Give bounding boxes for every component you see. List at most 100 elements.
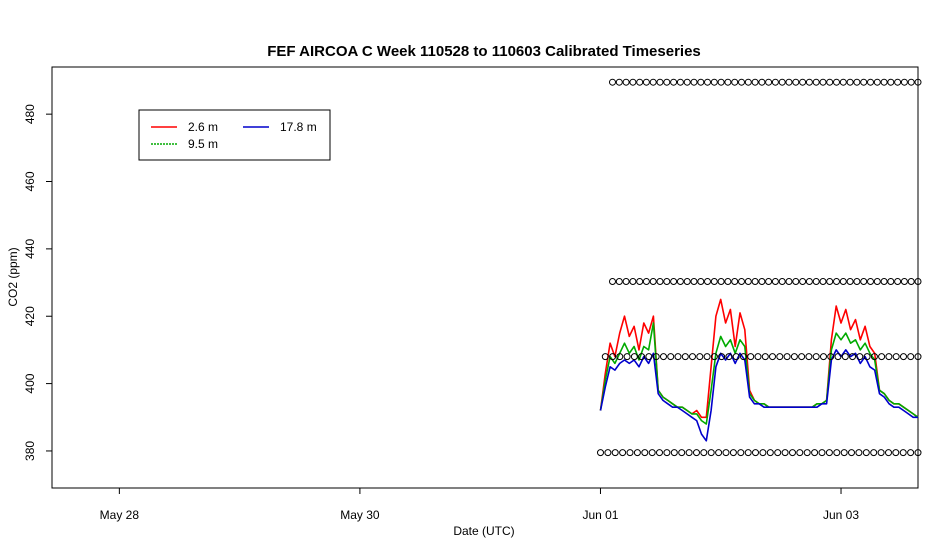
marker-point: [724, 78, 732, 86]
series-line-0: [599, 298, 919, 419]
marker-point: [696, 353, 704, 361]
marker-point: [649, 278, 657, 285]
marker-point: [751, 278, 759, 285]
marker-point: [656, 78, 664, 86]
marker-point: [880, 278, 888, 285]
marker-point: [853, 278, 861, 285]
legend-label-0: 2.6 m: [188, 120, 218, 134]
marker-point: [862, 449, 870, 457]
marker-point: [663, 449, 671, 457]
marker-point: [685, 449, 693, 457]
marker-point: [645, 353, 653, 361]
marker-point: [704, 78, 711, 86]
marker-point: [785, 78, 793, 86]
marker-point: [725, 353, 733, 361]
marker-point: [601, 353, 609, 361]
marker-point: [887, 78, 895, 86]
marker-point: [700, 449, 708, 457]
marker-point: [744, 449, 752, 457]
marker-point: [878, 353, 886, 361]
marker-point: [798, 353, 806, 361]
marker-point: [776, 353, 784, 361]
marker-point: [846, 78, 854, 86]
marker-point: [877, 449, 885, 457]
marker-point: [622, 78, 630, 86]
marker-point: [747, 353, 755, 361]
marker-point: [771, 278, 779, 285]
marker-point: [873, 78, 881, 86]
marker-point: [670, 449, 678, 457]
x-tick-label-2: Jun 01: [582, 508, 618, 522]
marker-point: [729, 449, 737, 457]
marker-point: [825, 449, 833, 457]
marker-point: [799, 78, 807, 86]
marker-point: [892, 449, 900, 457]
marker-point: [642, 278, 650, 285]
marker-point: [609, 78, 616, 86]
marker-point: [863, 353, 871, 361]
marker-point: [629, 278, 637, 285]
marker-point: [724, 278, 732, 285]
marker-point: [641, 449, 649, 457]
marker-point: [860, 78, 868, 86]
marker-point: [670, 78, 678, 86]
marker-point: [867, 78, 874, 86]
x-tick-label-3: Jun 03: [823, 508, 859, 522]
marker-point: [689, 353, 696, 361]
marker-point: [609, 278, 616, 285]
marker-point: [812, 353, 820, 361]
y-tick-label-2: 420: [23, 306, 37, 326]
legend-box: [138, 109, 331, 161]
x-axis: May 28 May 30 Jun 01 Jun 03: [100, 488, 859, 522]
marker-point: [656, 278, 664, 285]
marker-point: [820, 353, 827, 361]
marker-point: [778, 78, 786, 86]
marker-point: [894, 78, 902, 86]
marker-point: [781, 449, 789, 457]
marker-point: [626, 449, 634, 457]
x-axis-label: Date (UTC): [453, 524, 514, 538]
marker-point: [754, 353, 762, 361]
marker-point: [848, 449, 855, 457]
marker-point: [751, 78, 759, 86]
marker-point: [769, 353, 776, 361]
marker-point: [758, 278, 766, 285]
marker-point: [853, 78, 861, 86]
marker-point: [622, 278, 630, 285]
marker-point: [870, 449, 878, 457]
marker-point: [846, 278, 854, 285]
marker-point: [638, 353, 646, 361]
marker-point: [740, 353, 747, 361]
marker-point: [785, 278, 793, 285]
marker-point: [818, 449, 826, 457]
marker-point: [683, 278, 691, 285]
marker-point: [697, 78, 705, 86]
marker-point: [732, 353, 740, 361]
marker-point: [630, 353, 638, 361]
marker-point: [731, 78, 739, 86]
y-tick-label-1: 400: [23, 373, 37, 393]
marker-point: [710, 78, 718, 86]
marker-point: [839, 278, 847, 285]
marker-point: [663, 278, 671, 285]
marker-point: [681, 353, 689, 361]
marker-point: [907, 449, 915, 457]
x-tick-label-1: May 30: [340, 508, 380, 522]
y-axis-label: CO2 (ppm): [6, 247, 20, 306]
y-tick-label-4: 460: [23, 171, 37, 191]
marker-point: [604, 449, 612, 457]
marker-point: [885, 449, 892, 457]
marker-point: [774, 449, 782, 457]
marker-point: [812, 278, 820, 285]
marker-point: [849, 353, 856, 361]
marker-point: [642, 78, 650, 86]
marker-point: [737, 449, 745, 457]
marker-point: [833, 78, 840, 86]
marker-point: [833, 278, 840, 285]
marker-point: [887, 278, 895, 285]
series-line-2: [599, 349, 918, 442]
marker-point: [710, 353, 718, 361]
marker-point: [690, 278, 698, 285]
marker-point: [722, 449, 730, 457]
marker-point: [870, 353, 878, 361]
